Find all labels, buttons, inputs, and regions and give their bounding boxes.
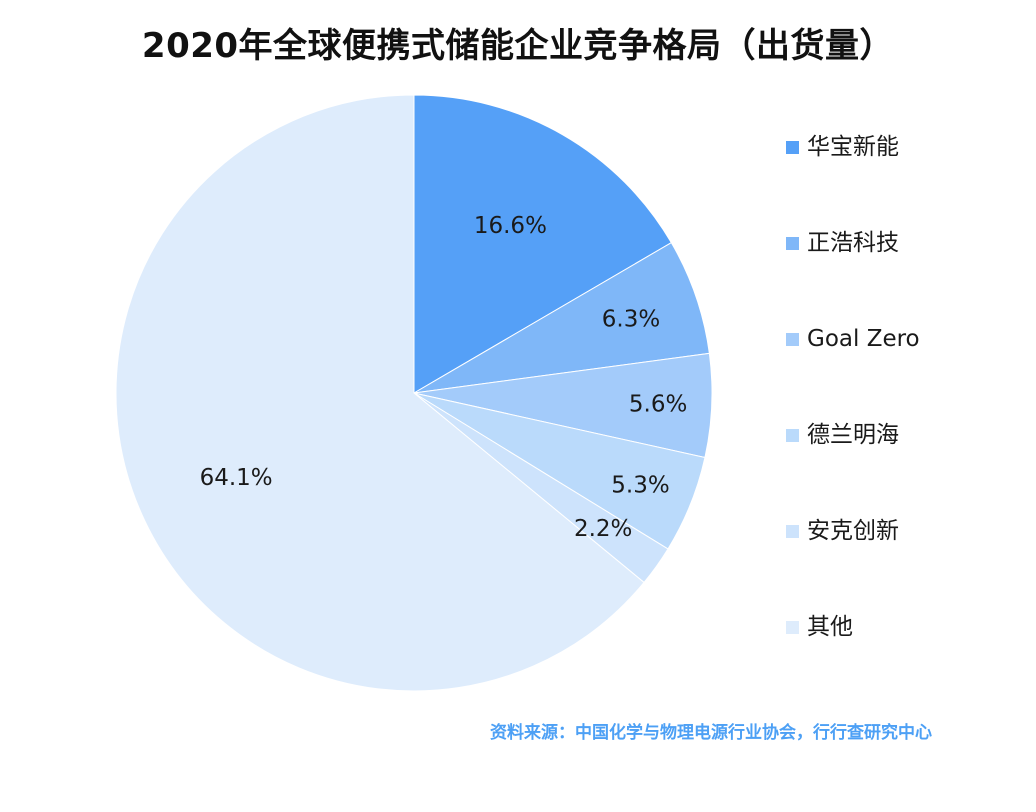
- data-label: 16.6%: [474, 213, 547, 239]
- pie-labels: 16.6% 6.3% 5.6% 5.3% 2.2% 64.1%: [200, 213, 688, 542]
- pie-slice: [413, 94, 672, 394]
- legend-item-zhenghao: 正浩科技: [786, 224, 1026, 320]
- legend-item-goal-zero: Goal Zero: [786, 320, 1026, 416]
- legend-item-delan: 德兰明海: [786, 416, 1026, 512]
- chart-title: 2020年全球便携式储能企业竞争格局（出货量）: [141, 26, 895, 66]
- legend-swatch: [786, 141, 799, 154]
- data-label: 5.6%: [629, 391, 687, 417]
- legend-label: 德兰明海: [807, 422, 899, 448]
- pie-slice: [413, 241, 710, 394]
- legend-item-huabao: 华宝新能: [786, 128, 1026, 224]
- legend-item-anker: 安克创新: [786, 512, 1026, 608]
- data-label: 2.2%: [574, 516, 632, 542]
- legend-label: 其他: [807, 614, 853, 640]
- pie-slices: [115, 94, 713, 692]
- data-label: 64.1%: [200, 465, 273, 491]
- legend-swatch: [786, 429, 799, 442]
- legend-item-other: 其他: [786, 608, 1026, 704]
- legend: 华宝新能 正浩科技 Goal Zero 德兰明海 安克创新 其他: [786, 128, 1026, 704]
- pie-slice: [115, 94, 645, 692]
- legend-swatch: [786, 621, 799, 634]
- source-note: 资料来源：中国化学与物理电源行业协会，行行查研究中心: [490, 723, 932, 743]
- legend-label: 安克创新: [807, 518, 899, 544]
- data-label: 5.3%: [611, 473, 669, 499]
- legend-label: 正浩科技: [807, 230, 899, 256]
- legend-label: Goal Zero: [807, 326, 920, 352]
- data-label: 6.3%: [602, 306, 660, 332]
- legend-label: 华宝新能: [807, 134, 899, 160]
- legend-swatch: [786, 525, 799, 538]
- legend-swatch: [786, 333, 799, 346]
- legend-swatch: [786, 237, 799, 250]
